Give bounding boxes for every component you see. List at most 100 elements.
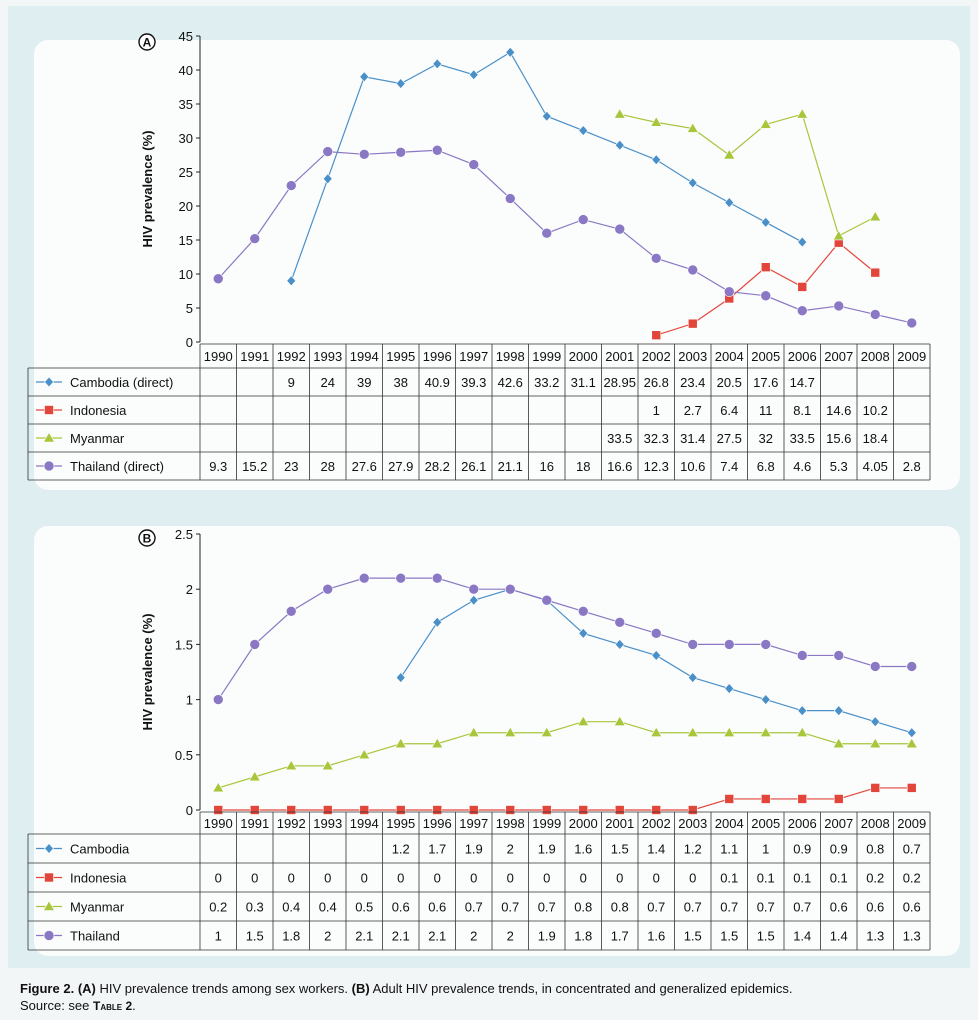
series-line: [218, 721, 912, 789]
year-label: 1997: [459, 816, 488, 831]
table-value: 0.4: [282, 900, 300, 915]
table-value: 39: [357, 375, 371, 390]
data-point: [724, 197, 735, 209]
table-value: 5.3: [830, 459, 848, 474]
series-thailand-direct-: [212, 144, 918, 329]
table-value: 0.2: [903, 871, 921, 886]
data-point: [723, 286, 735, 297]
table-value: 0: [215, 871, 222, 886]
y-tick-label: 0.5: [175, 748, 193, 763]
data-point: [432, 616, 443, 628]
data-point: [577, 715, 590, 726]
legend-label: Indonesia: [70, 403, 127, 418]
caption-source-suffix: .: [132, 998, 136, 1013]
legend-label: Indonesia: [70, 871, 127, 886]
table-value: 1.4: [830, 929, 848, 944]
data-point: [541, 594, 553, 606]
table-value: 1.4: [647, 842, 665, 857]
year-label: 1992: [277, 349, 306, 364]
year-label: 2008: [861, 349, 890, 364]
data-point: [906, 783, 917, 793]
year-label: 1996: [423, 349, 452, 364]
table-value: 1.2: [392, 842, 410, 857]
data-point: [431, 572, 443, 584]
data-point: [395, 672, 406, 683]
series-indonesia: [651, 237, 881, 341]
table-value: 0: [470, 871, 477, 886]
data-point: [468, 69, 479, 81]
data-point: [650, 628, 662, 639]
data-point: [613, 715, 626, 726]
legend-marker: [44, 405, 54, 415]
table-value: 0.9: [830, 842, 848, 857]
table-value: 1.2: [684, 842, 702, 857]
table-value: 2: [507, 842, 514, 857]
table-value: 9.3: [209, 459, 227, 474]
table-value: 11: [759, 403, 773, 418]
caption-figure-label: Figure 2.: [20, 981, 75, 996]
table-value: 21.1: [498, 459, 523, 474]
legend-entry: Myanmar: [36, 431, 125, 446]
table-value: 9: [288, 375, 295, 390]
data-point: [870, 783, 881, 793]
data-point: [797, 705, 808, 717]
table-value: 24: [321, 375, 335, 390]
data-point: [833, 650, 845, 661]
data-point: [212, 273, 224, 285]
year-label: 1999: [532, 816, 561, 831]
table-value: 8.1: [793, 403, 811, 418]
table-value: 0.8: [574, 900, 592, 915]
table-value: 1.5: [246, 929, 264, 944]
data-point: [322, 583, 334, 595]
caption-source-prefix: Source: see: [20, 998, 90, 1013]
y-tick-label: 40: [179, 63, 193, 78]
year-label: 2007: [824, 816, 853, 831]
y-axis-label: HIV prevalence (%): [140, 613, 155, 730]
y-tick-label: 30: [179, 131, 193, 146]
series-line: [217, 577, 912, 700]
data-point: [359, 805, 370, 815]
table-value: 1: [215, 929, 222, 944]
data-point: [394, 737, 407, 749]
table-value: 1.8: [282, 929, 300, 944]
table-value: 1.9: [538, 842, 556, 857]
table-value: 1.5: [684, 929, 702, 944]
year-label: 2006: [788, 816, 817, 831]
year-label: 1994: [350, 349, 379, 364]
data-point: [285, 759, 298, 771]
data-point: [650, 253, 662, 264]
table-value: 0.1: [720, 871, 738, 886]
table-value: 0.7: [757, 900, 775, 915]
table-value: 0: [397, 871, 404, 886]
table-value: 26.8: [644, 375, 669, 390]
data-point: [906, 317, 918, 329]
legend-marker: [44, 376, 54, 388]
table-value: 2.7: [684, 403, 702, 418]
table-value: 27.6: [352, 459, 377, 474]
y-tick-label: 2.5: [175, 527, 193, 542]
data-point: [468, 805, 479, 815]
table-value: 0.5: [355, 900, 373, 915]
table-value: 0: [616, 871, 623, 886]
year-label: 2003: [678, 349, 707, 364]
data-point: [869, 661, 881, 672]
series-cambodia-direct-: [286, 46, 808, 287]
table-value: 0.7: [903, 842, 921, 857]
data-point: [358, 149, 370, 160]
year-label: 2000: [569, 816, 598, 831]
data-point: [760, 639, 772, 650]
table-value: 1.4: [793, 929, 811, 944]
table-value: 2: [470, 929, 477, 944]
table-value: 33.2: [534, 375, 559, 390]
data-point: [504, 193, 516, 204]
table-value: 10.2: [863, 403, 888, 418]
series-myanmar: [212, 715, 918, 793]
table-value: 32.3: [644, 431, 669, 446]
table-value: 0: [324, 871, 331, 886]
data-point: [614, 638, 625, 650]
y-tick-label: 1.5: [175, 637, 193, 652]
data-point: [651, 330, 662, 341]
table-value: 0.1: [757, 871, 775, 886]
series-line: [217, 149, 912, 324]
